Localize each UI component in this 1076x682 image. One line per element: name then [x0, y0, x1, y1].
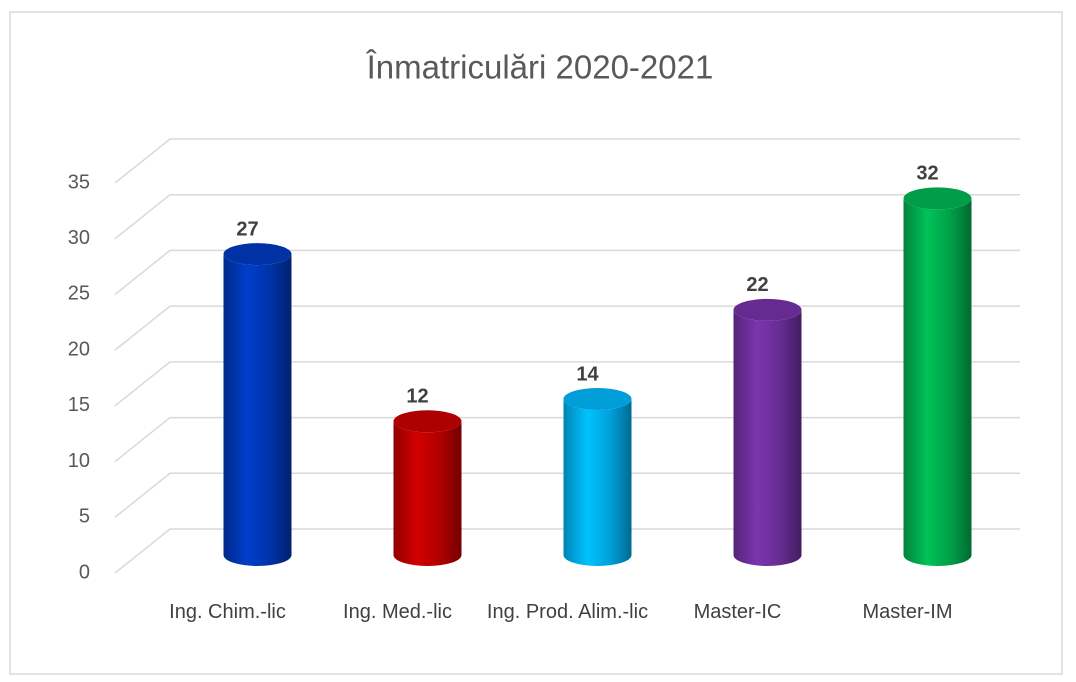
bar-top: [563, 388, 632, 410]
data-label: 32: [916, 163, 938, 185]
bar: [563, 399, 632, 566]
bar-top: [223, 243, 292, 266]
bar: [393, 421, 462, 566]
y-tick-label: 0: [79, 561, 90, 583]
data-label: 12: [406, 386, 428, 408]
x-tick-label: Ing. Prod. Alim.-lic: [486, 601, 649, 623]
y-tick-label: 10: [68, 450, 90, 472]
bar: [903, 198, 972, 566]
grid-line: [114, 249, 1020, 296]
chart-title: Înmatriculări 2020-2021: [366, 49, 714, 86]
y-tick-label: 30: [68, 227, 90, 249]
bar-top: [733, 298, 802, 321]
bar-top: [903, 187, 972, 210]
data-label: 14: [576, 363, 599, 385]
x-tick-label: Ing. Chim.-lic: [169, 601, 286, 623]
bar: [733, 309, 802, 566]
x-tick-label: Ing. Med.-lic: [343, 601, 452, 623]
y-tick-label: 35: [68, 171, 90, 193]
chart-border: [9, 11, 1063, 675]
grid-line: [114, 193, 1020, 240]
data-label: 22: [746, 274, 768, 296]
data-label: 27: [236, 218, 258, 240]
x-tick-label: Master-IC: [693, 601, 782, 623]
grid-line: [114, 138, 1020, 184]
bar: [223, 254, 292, 566]
x-tick-label: Master-IM: [862, 601, 953, 623]
y-tick-label: 20: [68, 338, 90, 360]
y-tick-label: 25: [68, 283, 90, 305]
y-tick-label: 15: [68, 394, 90, 416]
y-tick-label: 5: [79, 506, 90, 528]
bar-top: [393, 410, 462, 433]
